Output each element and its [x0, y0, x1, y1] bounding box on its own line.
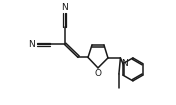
Text: N: N	[121, 59, 128, 68]
Text: N: N	[61, 3, 68, 12]
Text: O: O	[95, 69, 102, 78]
Text: N: N	[28, 40, 35, 49]
